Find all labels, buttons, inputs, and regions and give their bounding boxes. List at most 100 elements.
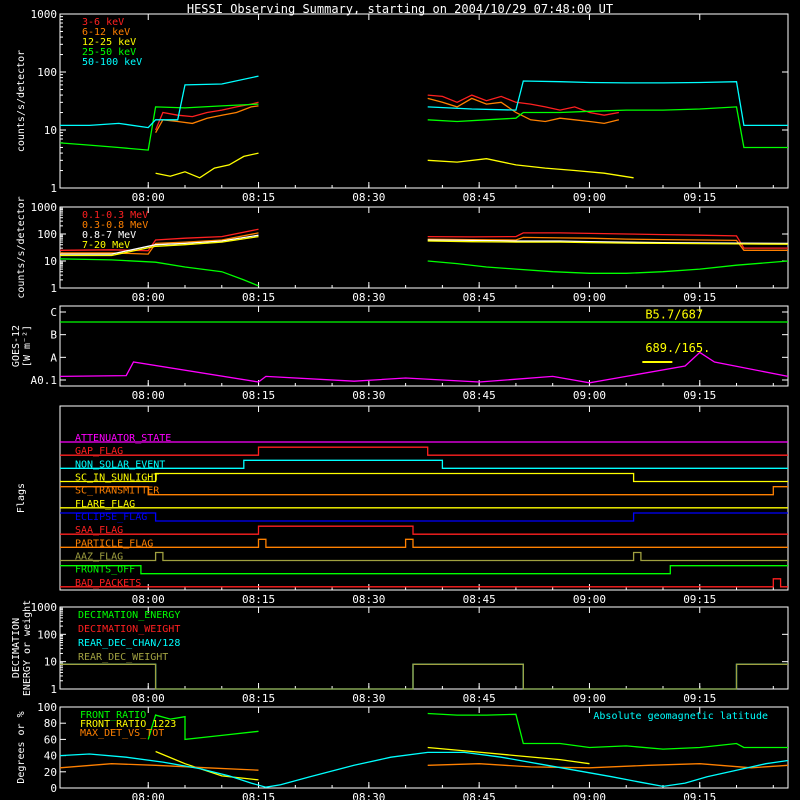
panel-frame [59,606,789,690]
goes-annotation: 689./165. [645,341,710,355]
y-tick-label: A [50,351,57,364]
legend-entry: MAX_DET_VS_TOT [80,728,164,739]
x-tick-label: 08:00 [132,791,165,800]
x-tick-label: 08:15 [242,692,275,705]
y-tick-label: 10 [44,255,57,268]
y-tick-label: 40 [44,750,57,763]
y-tick-label: 80 [44,717,57,730]
x-tick-label: 08:15 [242,291,275,304]
y-axis-label: ENERGY or weight [22,600,33,696]
y-axis-label: DECIMATION [11,618,22,678]
series-line [427,80,788,127]
flag-label: PARTICLE_FLAG [75,538,153,549]
flag-line [60,578,788,588]
flag-label: FLARE_FLAG [75,499,135,510]
flag-line [60,551,788,562]
panel-flags: 08:00 08:15 08:30 08:45 09:00 09:15 Flags ATTEN… [16,405,789,606]
series-line [427,236,788,251]
flag-label: SC_TRANSMITTER [75,486,160,497]
legend-entry: DECIMATION_ENERGY [78,610,180,621]
series-line [60,232,259,255]
series-line [59,751,789,788]
flag-label: FRONTS_OFF [75,565,135,576]
x-tick-label: 09:15 [683,692,716,705]
goes-annotation: B5.7/687 [645,307,703,321]
x-tick-label: 08:45 [463,389,496,402]
flag-label: ECLIPSE_FLAG [75,512,147,523]
x-tick-label: 08:30 [352,593,385,606]
legend-entry: 3-6 keV [82,17,124,28]
y-tick-label: 0 [50,782,57,795]
series-line [427,712,788,750]
series-line [427,746,590,765]
y-tick-label: 1000 [31,201,58,214]
x-tick-label: 08:45 [463,593,496,606]
legend-entry: 0.1-0.3 MeV [82,210,148,221]
y-axis-label: Flags [16,483,27,513]
flag-line [60,486,788,496]
legend-entry: 50-100 keV [82,57,142,68]
series-line [427,763,789,769]
right-label: Absolute geomagnetic latitude [593,711,768,722]
y-tick-label: 100 [37,228,57,241]
flag-line [60,538,788,548]
legend-entry: 6-12 keV [82,27,130,38]
series-line [427,232,788,249]
panels: 08:00 08:15 08:30 08:45 09:00 09:151101001000… [11,8,789,800]
x-tick-label: 08:45 [463,692,496,705]
series-line [427,239,789,245]
flag-label: NON_SOLAR_EVENT [75,459,165,470]
series-line [60,663,788,690]
x-tick-label: 09:00 [573,291,606,304]
y-tick-label: C [50,306,57,319]
x-tick-label: 08:30 [352,791,385,800]
legend-entry: DECIMATION_WEIGHT [78,624,180,635]
x-tick-label: 09:15 [683,791,716,800]
series-line [59,258,259,287]
series-line [60,75,259,129]
panel-ratios: 08:00 08:15 08:30 08:45 09:00 09:15 Degrees or… [16,701,789,800]
panel-frame [59,13,789,189]
x-tick-label: 08:30 [352,692,385,705]
x-tick-label: 09:00 [573,191,606,204]
y-tick-label: 1000 [31,601,58,614]
y-axis-label: counts/s/detector [16,196,27,298]
x-tick-label: 08:30 [352,291,385,304]
series-line [427,260,789,274]
x-tick-label: 08:15 [242,389,275,402]
panel-goes: 08:00 08:15 08:30 08:45 09:00 09:15 GOES-12 [W … [11,305,789,402]
y-tick-label: 1000 [31,8,58,21]
y-tick-label: 1 [50,182,57,195]
series-line [427,97,620,125]
x-tick-label: 08:45 [463,191,496,204]
y-tick-label: 1 [50,282,57,295]
panel-rates: 08:00 08:15 08:30 08:45 09:00 09:15 1 10 100 1000… [16,8,789,204]
y-tick-label: 20 [44,766,57,779]
panel-frame [59,206,789,289]
series-line [59,763,259,771]
legend-entry: 12-25 keV [82,37,136,48]
x-tick-label: 08:00 [132,593,165,606]
x-tick-label: 08:30 [352,389,385,402]
legend-entry: 25-50 keV [82,47,136,58]
legend-entry: REAR_DEC_WEIGHT [78,652,168,663]
flag-line [60,512,788,522]
legend-entry: FRONT_RATIO_1223 [80,719,176,730]
legend-entry: 0.8-7 MeV [82,230,136,241]
series-line [59,228,259,252]
panel-high_energy: 08:00 08:15 08:30 08:45 09:00 09:15 1 10 100 1000… [16,196,789,304]
flag-label: BAD_PACKETS [75,578,141,589]
x-tick-label: 08:00 [132,692,165,705]
x-tick-label: 08:00 [132,389,165,402]
panel-frame [59,305,789,387]
y-axis-label: [W m⁻²] [22,325,33,367]
x-tick-label: 09:15 [683,593,716,606]
flag-label: SC_IN_SUNLIGHT [75,473,159,484]
series-line [427,158,634,179]
x-tick-label: 08:15 [242,791,275,800]
flag-label: GAP_FLAG [75,446,123,457]
x-tick-label: 08:00 [132,291,165,304]
series-line [59,351,789,384]
series-line [427,106,788,149]
